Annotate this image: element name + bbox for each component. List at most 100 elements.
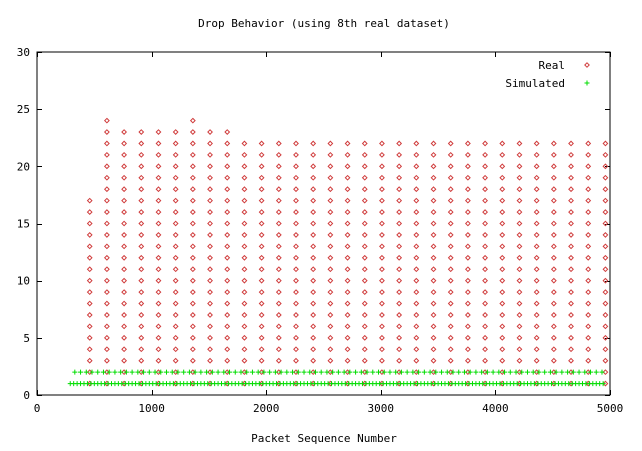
real-point [86,300,93,307]
simulated-point [186,369,192,375]
real-point [138,312,145,318]
simulated-point [513,369,519,375]
simulated-point [192,369,198,375]
real-point [482,334,488,341]
real-point [413,369,420,376]
legend-marker-real [584,62,590,68]
real-point [293,163,299,170]
simulated-point [215,369,221,375]
real-point [516,220,523,227]
real-point [568,266,574,273]
real-point [241,209,248,215]
real-point [568,220,574,227]
real-point [310,243,317,250]
real-point [310,334,317,341]
real-point [396,220,403,227]
real-point [550,323,557,330]
simulated-point [507,369,513,375]
real-point [138,163,145,170]
real-point [189,254,196,261]
simulated-point [146,369,152,375]
real-point [379,140,385,147]
real-point [241,289,248,296]
real-point [138,369,145,376]
real-point [585,163,592,170]
real-point [138,243,145,250]
real-point [447,232,454,238]
real-point [172,197,179,204]
real-point [602,357,609,364]
real-point [86,254,93,261]
real-point [241,334,248,341]
simulated-point [301,369,307,375]
real-point [396,289,403,296]
real-point [189,289,196,296]
real-point [396,266,403,273]
real-point [568,254,574,261]
real-point [327,346,334,353]
real-point [585,232,592,238]
real-point [293,232,299,238]
real-point [224,220,231,227]
simulated-point [427,369,433,375]
real-point [103,277,110,284]
real-point [86,277,93,284]
simulated-point [433,369,439,375]
real-point [86,209,93,215]
real-point [189,232,196,238]
real-point [258,266,265,273]
real-point [155,243,162,250]
real-point [447,197,454,204]
real-point [224,140,231,147]
real-point [310,220,317,227]
real-point [533,209,540,215]
real-point [344,243,351,250]
real-point [602,323,609,330]
real-point [413,266,420,273]
real-point [516,209,523,215]
real-point [447,334,454,341]
simulated-point [542,369,548,375]
real-point [293,369,299,376]
real-point [413,209,420,215]
real-point [327,357,334,364]
real-point [344,312,351,318]
simulated-point [227,369,233,375]
real-point [327,163,334,170]
real-point [344,174,351,181]
real-point [293,277,299,284]
real-point [172,243,179,250]
real-point [327,140,334,147]
real-point [172,254,179,261]
real-point [585,266,592,273]
real-point [327,254,334,261]
real-point [103,300,110,307]
real-point [155,197,162,204]
real-point [207,151,213,158]
real-point [568,277,574,284]
real-point [207,209,213,215]
real-point [172,220,179,227]
simulated-point [599,369,605,375]
real-point [533,151,540,158]
real-point [516,334,523,341]
real-point [138,277,145,284]
real-point [241,346,248,353]
y-tick-label: 10 [17,275,30,288]
simulated-point [593,369,599,375]
real-point [207,312,213,318]
real-point [275,289,282,296]
real-point [430,357,437,364]
real-point [585,312,592,318]
real-point [499,174,506,181]
real-point [396,174,403,181]
real-point [121,346,128,353]
real-point [155,232,162,238]
simulated-point [278,369,284,375]
real-point [275,140,282,147]
real-point [258,369,265,376]
real-point [464,289,471,296]
real-point [447,312,454,318]
simulated-point [479,369,485,375]
real-point [121,243,128,250]
